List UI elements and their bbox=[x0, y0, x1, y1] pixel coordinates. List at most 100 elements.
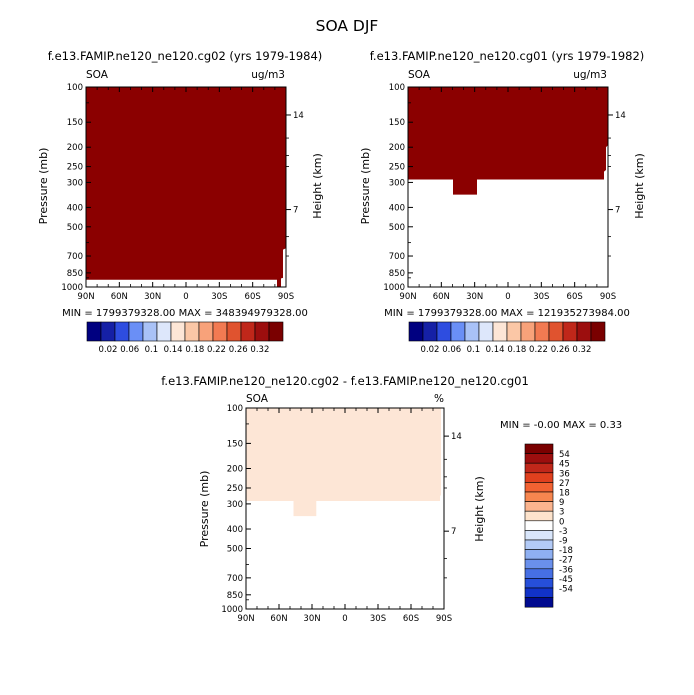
colorbar-box bbox=[170, 321, 186, 342]
x-tick-label: 90S bbox=[436, 614, 452, 624]
y-tick-label: 100 bbox=[67, 83, 83, 93]
y2-tick-label: 7 bbox=[451, 527, 456, 537]
colorbar-label: 0.32 bbox=[250, 345, 269, 355]
colorbar-box bbox=[534, 321, 550, 342]
units-label: % bbox=[434, 393, 444, 405]
colorbar-box bbox=[240, 321, 256, 342]
y-tick-label: 400 bbox=[67, 203, 83, 213]
y2-tick-label: 14 bbox=[615, 111, 626, 121]
colorbar-box bbox=[548, 321, 564, 342]
colorbar-box bbox=[436, 321, 452, 342]
colorbar-label: 27 bbox=[559, 479, 570, 489]
y-tick-label: 150 bbox=[67, 118, 83, 128]
panel-cg01: f.e13.FAMIP.ne120_ne120.cg01 (yrs 1979-1… bbox=[359, 49, 646, 355]
x-tick-label: 30S bbox=[533, 292, 549, 302]
colorbar-box bbox=[492, 321, 508, 342]
x-tick-label: 60S bbox=[245, 292, 261, 302]
colorbar-box bbox=[524, 510, 554, 522]
colorbar-box bbox=[100, 321, 116, 342]
colorbar-box bbox=[198, 321, 214, 342]
colorbar-box bbox=[142, 321, 158, 342]
colorbar-label: -36 bbox=[559, 565, 573, 575]
x-tick-label: 60S bbox=[567, 292, 583, 302]
colorbar-box bbox=[524, 530, 554, 541]
field-shading bbox=[86, 87, 286, 287]
panel-title: f.e13.FAMIP.ne120_ne120.cg01 (yrs 1979-1… bbox=[370, 49, 645, 63]
y-tick-label: 1000 bbox=[383, 283, 405, 293]
x-tick-label: 0 bbox=[183, 292, 188, 302]
y2-tick-label: 7 bbox=[293, 206, 298, 216]
colorbar-label: 18 bbox=[559, 489, 570, 499]
variable-label: SOA bbox=[86, 69, 109, 81]
colorbar-box bbox=[86, 321, 102, 342]
y-tick-label: 850 bbox=[227, 591, 243, 601]
y-tick-label: 850 bbox=[67, 269, 83, 279]
y-axis-label: Pressure (mb) bbox=[198, 471, 211, 548]
colorbar-box bbox=[590, 321, 606, 342]
y-tick-label: 200 bbox=[389, 143, 405, 153]
y-tick-label: 400 bbox=[227, 525, 243, 535]
y-tick-label: 500 bbox=[227, 544, 243, 554]
figure-title: SOA DJF bbox=[316, 17, 379, 35]
x-tick-label: 60N bbox=[433, 292, 450, 302]
y-tick-label: 700 bbox=[227, 574, 243, 584]
colorbar-label: 0.22 bbox=[207, 345, 226, 355]
y2-tick-label: 14 bbox=[451, 432, 462, 442]
colorbar-box bbox=[524, 549, 554, 560]
colorbar-label: 0.18 bbox=[507, 345, 526, 355]
x-tick-label: 90S bbox=[600, 292, 616, 302]
colorbar-label: 0.02 bbox=[421, 345, 440, 355]
y2-tick-label: 7 bbox=[615, 206, 620, 216]
colorbar-box bbox=[226, 321, 242, 342]
x-tick-label: 60S bbox=[403, 614, 419, 624]
x-tick-label: 0 bbox=[505, 292, 510, 302]
y2-axis-label: Height (km) bbox=[473, 476, 486, 542]
colorbar-label: 0.14 bbox=[486, 345, 505, 355]
y-tick-label: 400 bbox=[389, 203, 405, 213]
colorbar-box bbox=[524, 453, 554, 464]
colorbar-box bbox=[524, 587, 554, 598]
x-tick-label: 30S bbox=[211, 292, 227, 302]
x-tick-label: 0 bbox=[342, 614, 347, 624]
colorbar-box bbox=[524, 462, 554, 474]
colorbar-label: 0.02 bbox=[99, 345, 118, 355]
colorbar-label: 0.06 bbox=[120, 345, 139, 355]
colorbar-box bbox=[520, 321, 536, 342]
colorbar-box bbox=[524, 443, 554, 454]
colorbar-box bbox=[408, 321, 424, 342]
variable-label: SOA bbox=[408, 69, 431, 81]
colorbar-box bbox=[254, 321, 270, 342]
colorbar-box bbox=[524, 539, 554, 550]
y-tick-label: 300 bbox=[389, 178, 405, 188]
y-tick-label: 250 bbox=[389, 163, 405, 173]
y-tick-label: 200 bbox=[67, 143, 83, 153]
colorbar-label: -3 bbox=[559, 527, 567, 537]
colorbar-box bbox=[524, 558, 554, 570]
colorbar: 0.02 0.06 0.1 0.14 0.18 0.22 0.26 0.32 bbox=[86, 321, 284, 355]
y-tick-label: 700 bbox=[389, 252, 405, 262]
units-label: ug/m3 bbox=[573, 69, 607, 81]
y-tick-label: 300 bbox=[227, 500, 243, 510]
colorbar-box bbox=[524, 482, 554, 493]
colorbar-label: 0.1 bbox=[145, 345, 159, 355]
panel-title: f.e13.FAMIP.ne120_ne120.cg02 - f.e13.FAM… bbox=[161, 374, 529, 388]
x-tick-label: 90N bbox=[237, 614, 254, 624]
colorbar-box bbox=[524, 520, 554, 531]
colorbar-box bbox=[450, 321, 466, 342]
colorbar-box bbox=[524, 501, 554, 512]
y-tick-label: 1000 bbox=[221, 605, 243, 615]
stats-label: MIN = -0.00 MAX = 0.33 bbox=[500, 420, 622, 431]
x-tick-label: 90N bbox=[77, 292, 94, 302]
y-axis-label: Pressure (mb) bbox=[359, 148, 372, 225]
colorbar-label: 9 bbox=[559, 498, 564, 508]
colorbar-label: -54 bbox=[559, 585, 573, 595]
x-tick-label: 30N bbox=[303, 614, 320, 624]
x-tick-label: 60N bbox=[270, 614, 287, 624]
panel-title: f.e13.FAMIP.ne120_ne120.cg02 (yrs 1979-1… bbox=[48, 49, 323, 63]
variable-label: SOA bbox=[246, 393, 269, 405]
colorbar-label: -9 bbox=[559, 537, 567, 547]
